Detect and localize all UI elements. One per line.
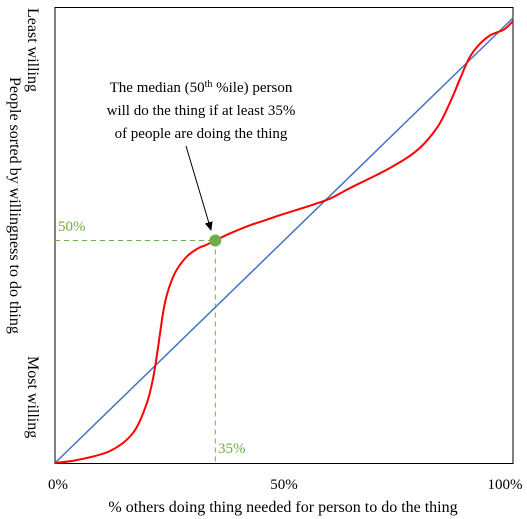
x-tick-label-100: 100% <box>488 477 523 493</box>
annotation-arrow <box>185 145 213 231</box>
y-bottom-label: Most willing <box>24 356 41 438</box>
y-top-label: Least willing <box>24 8 41 92</box>
y-axis-label: People sorted by willingness to do thing <box>6 77 23 334</box>
x-axis-label: % others doing thing needed for person t… <box>108 499 457 516</box>
plot-frame <box>54 7 514 464</box>
annotation-line-3: of people are doing the thing <box>115 126 288 142</box>
x-tick-label-0: 0% <box>48 477 68 493</box>
series-s-curve <box>54 20 514 464</box>
guide-label-x: 35% <box>218 441 246 457</box>
annotation-line-2: will do the thing if at least 35% <box>107 103 296 119</box>
series-diagonal-line <box>54 17 514 464</box>
annotation-line-1: The median (50th %ile) person <box>110 79 293 96</box>
x-tick-label-50: 50% <box>270 477 298 493</box>
median-point <box>209 234 222 247</box>
guide-label-y: 50% <box>58 219 86 235</box>
